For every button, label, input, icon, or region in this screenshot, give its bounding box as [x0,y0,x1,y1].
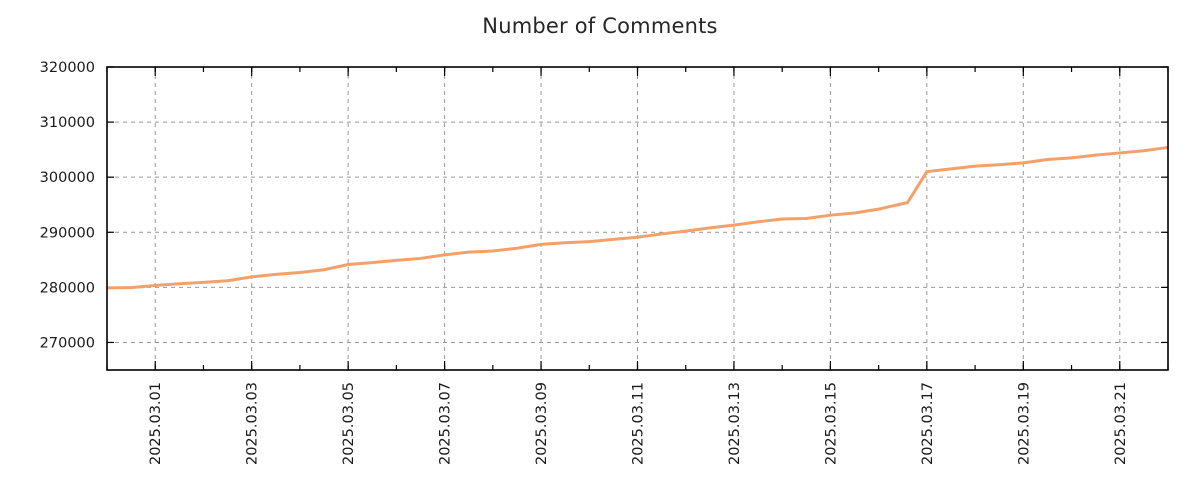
x-axis-tick-label: 2025.03.03 [245,382,261,465]
y-axis-tick-labels: 270000 280000 290000 300000 310000 320000 [40,60,95,351]
data-line [106,145,1169,290]
x-axis-tick-label: 2025.03.13 [727,382,743,465]
x-axis-tick-labels: 2025.03.01 2025.03.03 2025.03.05 2025.03.07… [148,382,1129,465]
y-axis-tick-label: 290000 [40,225,95,241]
y-axis-tick-label: 270000 [40,335,95,351]
x-axis-tick-label: 2025.03.01 [148,382,164,465]
x-axis-ticks [106,67,1169,370]
x-axis-tick-label: 2025.03.19 [1016,382,1032,465]
y-axis-tick-label: 310000 [40,115,95,131]
x-axis-tick-label: 2025.03.09 [534,382,550,465]
x-axis-tick-label: 2025.03.17 [920,382,936,465]
x-axis-tick-label: 2025.03.07 [438,382,454,465]
data-series-group [106,145,1169,290]
x-gridlines [154,67,1121,370]
x-axis-tick-label: 2025.03.11 [631,382,647,465]
y-axis-tick-label: 300000 [40,170,95,186]
chart-title: Number of Comments [482,14,718,38]
x-axis-tick-label: 2025.03.21 [1113,382,1129,465]
y-axis-tick-label: 320000 [40,60,95,76]
plot-frame [106,66,1169,371]
x-axis-tick-label: 2025.03.15 [823,382,839,465]
x-axis-tick-label: 2025.03.05 [341,382,357,465]
y-axis-tick-label: 280000 [40,280,95,296]
